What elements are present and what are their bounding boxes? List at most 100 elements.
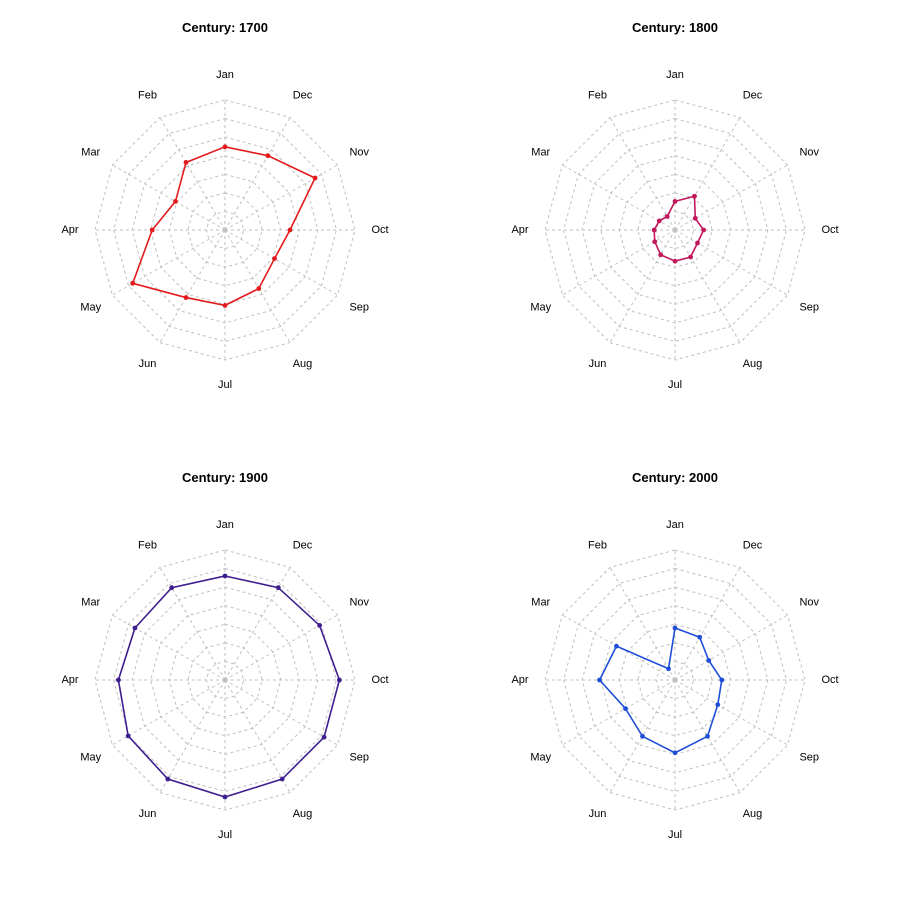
- radar-spoke: [225, 680, 290, 793]
- data-point: [597, 678, 602, 683]
- axis-label: Aug: [743, 808, 763, 820]
- axis-label: Feb: [588, 90, 607, 102]
- radar-spoke: [112, 165, 225, 230]
- radar-spoke: [160, 680, 225, 793]
- data-point: [666, 666, 671, 671]
- axis-label: Jan: [216, 519, 234, 531]
- axis-label: Apr: [61, 224, 78, 236]
- data-point: [223, 795, 228, 800]
- axis-label: Jul: [218, 379, 232, 391]
- data-point: [673, 259, 678, 264]
- data-point: [673, 626, 678, 631]
- data-point: [150, 228, 155, 233]
- axis-label: Sep: [799, 751, 819, 763]
- axis-label: Jun: [139, 358, 157, 370]
- data-point: [337, 678, 342, 683]
- axis-label: Dec: [293, 90, 313, 102]
- data-point: [695, 241, 700, 246]
- axis-label: Dec: [743, 540, 763, 552]
- data-point: [705, 734, 710, 739]
- panel-1900: Century: 1900 JanDecNovOctSepAugJulJunMa…: [0, 450, 450, 900]
- data-point: [272, 256, 277, 261]
- data-point: [640, 734, 645, 739]
- data-point: [701, 228, 706, 233]
- radar-spoke: [225, 117, 290, 230]
- axis-label: Nov: [799, 146, 819, 158]
- data-point: [697, 635, 702, 640]
- axis-label: Nov: [799, 596, 819, 608]
- data-point: [652, 228, 657, 233]
- data-point: [693, 216, 698, 221]
- axis-label: Jan: [666, 519, 684, 531]
- data-point: [169, 585, 174, 590]
- data-point: [184, 295, 189, 300]
- radar-spoke: [225, 165, 338, 230]
- data-polygon: [133, 147, 315, 306]
- radar-spoke: [160, 230, 225, 343]
- data-point: [652, 239, 657, 244]
- axis-label: Oct: [371, 224, 388, 236]
- radar-spoke: [225, 567, 290, 680]
- axis-label: Feb: [588, 540, 607, 552]
- axis-label: Apr: [511, 224, 528, 236]
- data-point: [688, 255, 693, 260]
- axis-label: Jun: [139, 808, 157, 820]
- radar-spoke: [160, 117, 225, 230]
- axis-label: Oct: [821, 674, 838, 686]
- axis-label: Oct: [371, 674, 388, 686]
- data-point: [133, 626, 138, 631]
- panel-2000: Century: 2000 JanDecNovOctSepAugJulJunMa…: [450, 450, 900, 900]
- data-point: [130, 281, 135, 286]
- axis-label: Jun: [589, 808, 607, 820]
- axis-label: Aug: [293, 358, 313, 370]
- data-point: [623, 706, 628, 711]
- data-polygon: [654, 196, 703, 261]
- data-point: [280, 777, 285, 782]
- data-point: [256, 286, 261, 291]
- axis-label: May: [80, 301, 101, 313]
- data-point: [223, 574, 228, 579]
- axis-label: May: [530, 301, 551, 313]
- axis-label: Jul: [218, 829, 232, 841]
- axis-label: Jun: [589, 358, 607, 370]
- axis-label: Sep: [349, 751, 369, 763]
- data-point: [673, 199, 678, 204]
- data-point: [322, 735, 327, 740]
- axis-label: Aug: [743, 358, 763, 370]
- axis-label: Feb: [138, 540, 157, 552]
- data-point: [614, 644, 619, 649]
- axis-label: Jul: [668, 379, 682, 391]
- radar-spoke: [610, 230, 675, 343]
- data-point: [173, 199, 178, 204]
- axis-label: Dec: [743, 90, 763, 102]
- axis-label: Apr: [511, 674, 528, 686]
- data-point: [665, 214, 670, 219]
- data-point: [317, 623, 322, 628]
- radar-svg-1800: JanDecNovOctSepAugJulJunMayAprMarFeb: [450, 0, 900, 450]
- axis-label: Apr: [61, 674, 78, 686]
- data-point: [673, 750, 678, 755]
- data-point: [715, 702, 720, 707]
- data-point: [266, 153, 271, 158]
- axis-label: Sep: [349, 301, 369, 313]
- axis-label: Oct: [821, 224, 838, 236]
- radar-svg-2000: JanDecNovOctSepAugJulJunMayAprMarFeb: [450, 450, 900, 900]
- axis-label: Jul: [668, 829, 682, 841]
- radar-spoke: [610, 117, 675, 230]
- panel-1800: Century: 1800 JanDecNovOctSepAugJulJunMa…: [450, 0, 900, 450]
- data-point: [276, 585, 281, 590]
- axis-label: Mar: [81, 146, 100, 158]
- radar-spoke: [610, 567, 675, 680]
- panel-1700: Century: 1700 JanDecNovOctSepAugJulJunMa…: [0, 0, 450, 450]
- data-point: [223, 144, 228, 149]
- data-point: [223, 303, 228, 308]
- axis-label: Mar: [531, 146, 550, 158]
- radar-spoke: [160, 567, 225, 680]
- data-point: [165, 777, 170, 782]
- radar-spoke: [675, 230, 740, 343]
- axis-label: Jan: [216, 69, 234, 81]
- data-point: [116, 678, 121, 683]
- data-point: [288, 228, 293, 233]
- data-point: [313, 176, 318, 181]
- radar-grid: Century: 1700 JanDecNovOctSepAugJulJunMa…: [0, 0, 900, 900]
